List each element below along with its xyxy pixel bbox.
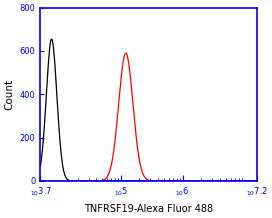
X-axis label: TNFRSF19-Alexa Fluor 488: TNFRSF19-Alexa Fluor 488 — [84, 204, 213, 214]
Y-axis label: Count: Count — [4, 79, 14, 110]
